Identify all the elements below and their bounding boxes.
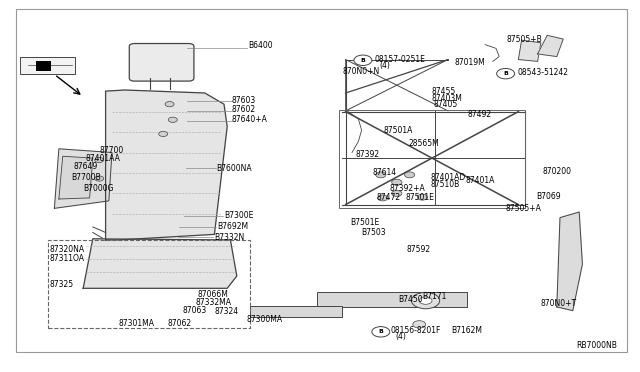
Text: 87324: 87324	[214, 307, 239, 316]
Polygon shape	[83, 239, 237, 288]
Circle shape	[159, 131, 168, 137]
Text: 87700: 87700	[99, 146, 124, 155]
Text: 87501E: 87501E	[405, 193, 434, 202]
Polygon shape	[538, 35, 563, 57]
Text: B7000G: B7000G	[83, 184, 114, 193]
Text: 08157-0251E: 08157-0251E	[374, 55, 425, 64]
Text: B7700B: B7700B	[72, 173, 101, 182]
Text: 87301MA: 87301MA	[118, 319, 154, 328]
Text: 87492: 87492	[467, 110, 492, 119]
Text: 87066M: 87066M	[197, 290, 228, 299]
Bar	[317, 292, 467, 307]
Circle shape	[354, 55, 372, 65]
Text: (4): (4)	[396, 332, 406, 341]
Circle shape	[497, 68, 515, 79]
Text: 08156-8201F: 08156-8201F	[390, 326, 441, 335]
Polygon shape	[59, 156, 93, 199]
Text: 87392: 87392	[355, 150, 380, 159]
Circle shape	[376, 172, 386, 178]
Polygon shape	[106, 90, 227, 240]
Circle shape	[392, 179, 402, 185]
Text: 87063: 87063	[182, 307, 207, 315]
Text: B7069: B7069	[536, 192, 561, 201]
Circle shape	[165, 102, 174, 107]
Text: B: B	[378, 329, 383, 334]
Text: 08543-51242: 08543-51242	[517, 68, 568, 77]
Text: B7450: B7450	[398, 295, 422, 304]
Text: 87403M: 87403M	[432, 94, 463, 103]
Text: 87603: 87603	[232, 96, 256, 105]
Text: B: B	[360, 58, 365, 63]
Circle shape	[404, 172, 415, 178]
Text: 87510B: 87510B	[430, 180, 460, 189]
Text: B7332N: B7332N	[214, 233, 244, 242]
Bar	[48, 240, 250, 328]
Text: 87455: 87455	[432, 87, 456, 96]
Circle shape	[419, 297, 432, 304]
Text: B7600NA: B7600NA	[216, 164, 252, 173]
Text: 87592: 87592	[406, 245, 431, 254]
Text: 87300MA: 87300MA	[246, 315, 282, 324]
Polygon shape	[557, 212, 582, 311]
Text: (4): (4)	[379, 61, 390, 70]
Bar	[339, 110, 525, 208]
Circle shape	[168, 117, 177, 122]
Text: B6400: B6400	[248, 41, 273, 50]
Circle shape	[95, 157, 104, 163]
Text: 87649: 87649	[74, 162, 98, 171]
Text: 87401AD: 87401AD	[430, 173, 465, 182]
Text: 87472: 87472	[376, 193, 401, 202]
Circle shape	[417, 194, 428, 200]
Text: RB7000NB: RB7000NB	[576, 341, 617, 350]
Text: 870200: 870200	[543, 167, 572, 176]
Text: 28565M: 28565M	[408, 139, 439, 148]
Text: B7503: B7503	[362, 228, 386, 237]
Circle shape	[95, 176, 104, 181]
Bar	[250, 306, 342, 317]
Circle shape	[378, 195, 388, 201]
Text: B7300E: B7300E	[224, 211, 253, 220]
Circle shape	[392, 190, 402, 196]
Text: 87325: 87325	[50, 280, 74, 289]
Text: 87640+A: 87640+A	[232, 115, 268, 124]
Text: 87501A: 87501A	[384, 126, 413, 135]
Bar	[36, 61, 51, 71]
Circle shape	[372, 327, 390, 337]
Text: 87401A: 87401A	[466, 176, 495, 185]
Text: 87401AA: 87401AA	[85, 154, 120, 163]
Polygon shape	[518, 40, 541, 61]
Text: 870N0+T: 870N0+T	[541, 299, 577, 308]
Text: B7692M: B7692M	[218, 222, 249, 231]
Text: B: B	[503, 71, 508, 76]
Text: B7501E: B7501E	[351, 218, 380, 227]
Text: 87392+A: 87392+A	[389, 185, 425, 193]
Text: B7171: B7171	[422, 292, 447, 301]
Text: 87614: 87614	[372, 169, 397, 177]
Text: 87505+B: 87505+B	[507, 35, 543, 44]
Text: 87320NA: 87320NA	[50, 246, 85, 254]
Text: 87062: 87062	[168, 319, 192, 328]
Circle shape	[413, 321, 426, 328]
Text: 870N0+N: 870N0+N	[342, 67, 380, 76]
Text: 87311OA: 87311OA	[50, 254, 85, 263]
Polygon shape	[54, 149, 112, 208]
Text: 87505+A: 87505+A	[506, 204, 541, 213]
Text: 87332MA: 87332MA	[195, 298, 231, 307]
Text: 87602: 87602	[232, 105, 256, 114]
Circle shape	[412, 292, 440, 309]
Text: B7162M: B7162M	[451, 326, 482, 335]
Text: 87019M: 87019M	[454, 58, 485, 67]
Bar	[20, 57, 75, 74]
FancyBboxPatch shape	[129, 44, 194, 81]
Text: 87405: 87405	[434, 100, 458, 109]
